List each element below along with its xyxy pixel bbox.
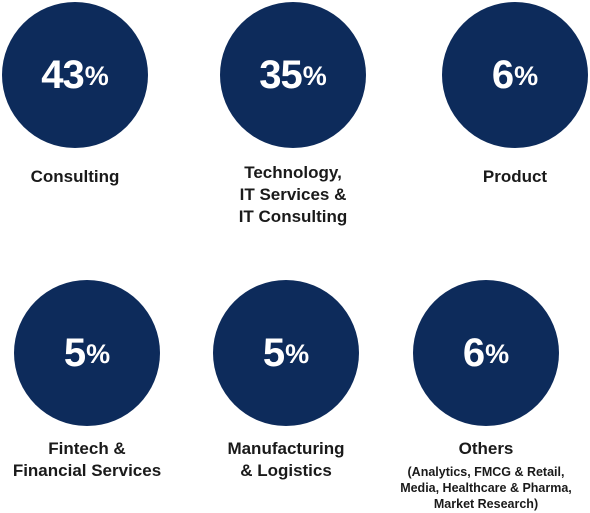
stat-value: 5 xyxy=(262,330,285,375)
stat-value: 43 xyxy=(41,52,84,97)
stat-label: Consulting xyxy=(0,166,175,188)
stat-label-line: IT Services & xyxy=(239,185,347,204)
stat-circle: 5% xyxy=(14,280,160,426)
stat-circle: 35% xyxy=(220,2,366,148)
stat-label-line: Product xyxy=(482,167,548,186)
stat-sublabel-line: (Analytics, FMCG & Retail, xyxy=(407,465,565,479)
stat-label-line: & Logistics xyxy=(240,461,332,480)
stat-sublabel-line: Media, Healthcare & Pharma, xyxy=(400,481,572,495)
stat-sublabel: (Analytics, FMCG & Retail, Media, Health… xyxy=(386,464,586,512)
stat-value: 6 xyxy=(491,52,514,97)
stat-others: 6% Others (Analytics, FMCG & Retail, Med… xyxy=(386,280,586,512)
stat-value: 35 xyxy=(259,52,302,97)
stat-unit: % xyxy=(86,338,111,369)
stat-value: 5 xyxy=(63,330,86,375)
stat-unit: % xyxy=(514,60,539,91)
stat-fintech: 5% Fintech & Financial Services xyxy=(0,280,187,482)
stat-label: Manufacturing & Logistics xyxy=(186,438,386,482)
stat-unit: % xyxy=(302,60,327,91)
stat-consulting: 43% Consulting xyxy=(0,2,175,188)
stat-unit: % xyxy=(485,338,510,369)
stat-circle: 6% xyxy=(442,2,588,148)
stat-label-line: IT Consulting xyxy=(238,207,348,226)
stat-circle: 43% xyxy=(2,2,148,148)
stat-label: Technology, IT Services & IT Consulting xyxy=(193,162,393,228)
stat-label: Others xyxy=(386,438,586,460)
stat-sublabel-line: Market Research) xyxy=(433,497,539,511)
stat-unit: % xyxy=(285,338,310,369)
stat-product: 6% Product xyxy=(415,2,590,188)
stat-manufacturing: 5% Manufacturing & Logistics xyxy=(186,280,386,482)
stat-circle: 5% xyxy=(213,280,359,426)
stat-label-line: Manufacturing xyxy=(227,439,345,458)
stat-label-line: Others xyxy=(458,439,514,458)
stat-label: Product xyxy=(415,166,590,188)
stat-label-line: Financial Services xyxy=(12,461,162,480)
stat-label: Fintech & Financial Services xyxy=(0,438,187,482)
stat-circle: 6% xyxy=(413,280,559,426)
stat-label-line: Fintech & xyxy=(48,439,126,458)
stat-technology: 35% Technology, IT Services & IT Consult… xyxy=(193,2,393,228)
stat-label-line: Consulting xyxy=(30,167,120,186)
stat-unit: % xyxy=(84,60,109,91)
stat-value: 6 xyxy=(462,330,485,375)
stat-label-line: Technology, xyxy=(244,163,342,182)
